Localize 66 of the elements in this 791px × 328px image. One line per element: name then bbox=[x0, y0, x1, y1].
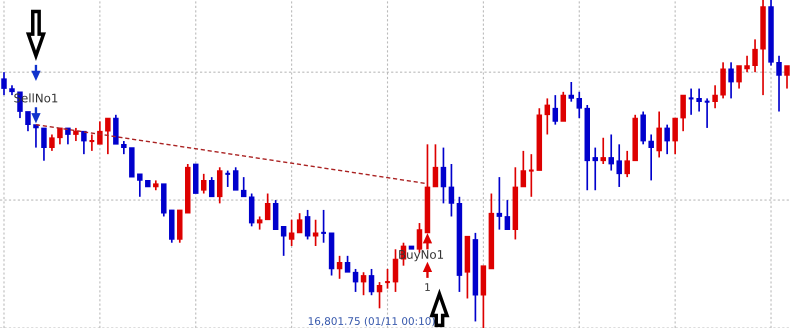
candlestick bbox=[648, 134, 654, 182]
candlestick bbox=[728, 61, 734, 100]
candlestick bbox=[784, 64, 790, 90]
candlestick bbox=[352, 268, 358, 293]
candlestick bbox=[312, 218, 318, 247]
candlestick bbox=[712, 84, 718, 110]
candlestick bbox=[137, 173, 143, 198]
candlestick bbox=[81, 130, 87, 155]
candlestick bbox=[153, 180, 159, 192]
candlestick bbox=[384, 268, 391, 290]
candlestick bbox=[544, 98, 550, 136]
candlestick bbox=[496, 176, 502, 230]
candlestick bbox=[392, 248, 398, 293]
annotation: 16,801.75 (01/11 00:10) bbox=[308, 316, 435, 326]
candlestick bbox=[49, 134, 55, 152]
candlestick bbox=[33, 124, 39, 148]
candlestick bbox=[208, 176, 214, 198]
candlestick bbox=[41, 127, 47, 162]
candlestick bbox=[664, 124, 670, 155]
candlestick bbox=[9, 84, 15, 96]
candlestick bbox=[776, 54, 782, 112]
annotation: 1 bbox=[425, 283, 430, 291]
candlestick bbox=[368, 268, 374, 296]
candlestick bbox=[752, 38, 758, 73]
candlestick bbox=[232, 166, 238, 192]
candlestick bbox=[504, 199, 510, 230]
candlestick bbox=[520, 150, 526, 188]
candlestick bbox=[360, 271, 366, 296]
candlestick bbox=[736, 64, 742, 90]
candlestick bbox=[73, 127, 79, 142]
candlestick bbox=[696, 88, 702, 112]
candlestick bbox=[600, 136, 606, 165]
candlestick bbox=[97, 120, 103, 146]
candlestick bbox=[568, 81, 574, 103]
candlestick bbox=[744, 54, 750, 73]
candlestick bbox=[528, 153, 535, 198]
candlestick bbox=[672, 117, 678, 155]
candlestick bbox=[240, 176, 246, 198]
candlestick bbox=[121, 140, 127, 155]
candlestick bbox=[432, 143, 438, 188]
candlestick bbox=[25, 110, 31, 132]
candlestick bbox=[440, 146, 446, 204]
candlestick bbox=[200, 173, 206, 194]
candlestick bbox=[680, 94, 686, 132]
candlestick bbox=[448, 163, 454, 218]
candlestick bbox=[256, 216, 262, 230]
candlestick bbox=[105, 117, 111, 155]
candlestick bbox=[576, 91, 582, 119]
candlestick bbox=[264, 192, 270, 221]
candlestick bbox=[344, 255, 350, 274]
candlestick bbox=[65, 127, 71, 146]
candlestick bbox=[1, 71, 7, 96]
candlestick bbox=[224, 170, 232, 188]
candlestick bbox=[376, 281, 382, 310]
candlestick bbox=[624, 150, 630, 178]
candlestick bbox=[336, 255, 342, 280]
candlestick bbox=[608, 134, 614, 172]
candlestick bbox=[280, 225, 286, 257]
candlestick bbox=[288, 218, 294, 247]
candlestick bbox=[616, 143, 622, 188]
candlestick bbox=[57, 127, 63, 146]
candlestick bbox=[592, 146, 598, 192]
candlestick bbox=[552, 94, 558, 126]
candlestick bbox=[656, 110, 662, 158]
candlestick bbox=[304, 209, 310, 240]
candlestick bbox=[296, 212, 302, 234]
